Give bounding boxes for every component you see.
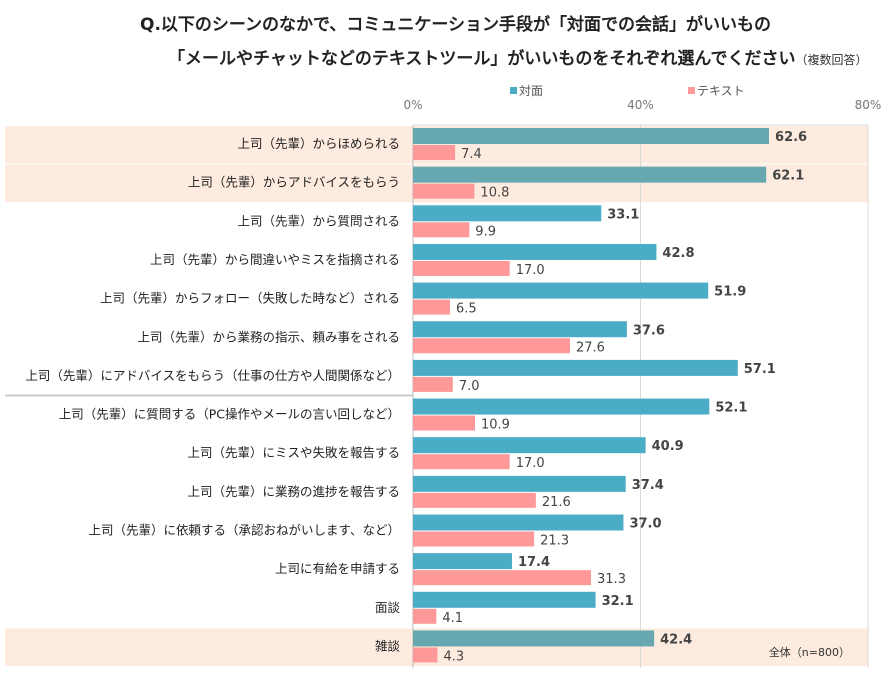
category-label: 上司（先輩）に業務の進捗を報告する xyxy=(187,484,400,499)
bar-text-tool xyxy=(413,222,470,238)
category-label: 上司（先輩）から質問される xyxy=(237,213,400,228)
bar-face-to-face xyxy=(413,166,767,183)
bar-text-tool xyxy=(413,415,475,431)
bar-face-to-face xyxy=(413,398,710,415)
data-label-text-tool: 4.1 xyxy=(442,611,463,626)
data-label-face-to-face: 32.1 xyxy=(602,594,634,609)
data-label-text-tool: 10.9 xyxy=(481,418,510,433)
data-label-face-to-face: 42.4 xyxy=(660,632,692,647)
data-label-face-to-face: 17.4 xyxy=(518,555,550,570)
legend-label: テキスト xyxy=(697,84,745,98)
bar-text-tool xyxy=(413,570,592,586)
data-label-text-tool: 21.6 xyxy=(542,495,571,510)
category-label: 上司（先輩）にアドバイスをもらう（仕事の仕方や人間関係など） xyxy=(25,368,400,383)
chart-title-line2: 「メールやチャットなどのテキストツール」がいいものをそれぞれ選んでください（複数… xyxy=(168,44,867,69)
category-label: 上司（先輩）からほめられる xyxy=(237,136,400,151)
data-label-text-tool: 31.3 xyxy=(597,572,626,587)
category-label: 上司（先輩）にミスや失敗を報告する xyxy=(187,445,400,460)
bar-face-to-face xyxy=(413,282,709,299)
category-label: 上司（先輩）からフォロー（失敗した時など）される xyxy=(100,291,400,306)
bar-face-to-face xyxy=(413,359,738,376)
legend-label: 対面 xyxy=(519,84,543,98)
data-label-text-tool: 6.5 xyxy=(456,302,477,317)
bar-face-to-face xyxy=(413,321,627,338)
category-label: 面談 xyxy=(375,600,401,615)
bar-face-to-face xyxy=(413,437,646,454)
category-label: 雑談 xyxy=(375,638,401,653)
bar-face-to-face xyxy=(413,514,624,531)
data-label-face-to-face: 37.6 xyxy=(633,323,665,338)
data-label-text-tool: 9.9 xyxy=(475,224,496,239)
data-label-face-to-face: 37.4 xyxy=(632,478,664,493)
data-label-face-to-face: 62.6 xyxy=(775,130,807,145)
legend-swatch xyxy=(688,87,695,94)
bar-face-to-face xyxy=(413,128,770,144)
bar-text-tool xyxy=(413,183,475,199)
category-label: 上司に有給を申請する xyxy=(275,561,400,576)
category-label: 上司（先輩）から業務の指示、頼み事をされる xyxy=(137,329,400,344)
data-label-text-tool: 21.3 xyxy=(540,534,569,549)
category-label: 上司（先輩）に依頼する（承認おねがいします、など） xyxy=(88,523,400,538)
bar-text-tool xyxy=(413,454,510,470)
data-label-face-to-face: 52.1 xyxy=(715,401,747,416)
data-label-face-to-face: 51.9 xyxy=(714,285,746,300)
title-note: （複数回答） xyxy=(795,53,868,67)
bar-text-tool xyxy=(413,145,456,160)
legend-swatch xyxy=(510,87,517,94)
category-label: 上司（先輩）に質問する（PC操作やメールの言い回しなど） xyxy=(59,407,400,422)
data-label-text-tool: 7.4 xyxy=(461,147,482,162)
bar-face-to-face xyxy=(413,630,655,647)
chart-title-line1: Q.以下のシーンのなかで、コミュニケーション手段が「対面での会話」がいいもの xyxy=(140,15,772,35)
bar-text-tool xyxy=(413,299,450,315)
data-label-text-tool: 17.0 xyxy=(516,263,545,278)
bar-text-tool xyxy=(413,531,535,547)
title-line2-text: 「メールやチャットなどのテキストツール」がいいものをそれぞれ選んでください xyxy=(168,49,796,69)
bar-face-to-face xyxy=(413,475,626,492)
bar-text-tool xyxy=(413,376,453,392)
bar-face-to-face xyxy=(413,591,596,608)
x-tick-label: 40% xyxy=(627,98,654,112)
data-label-text-tool: 10.8 xyxy=(480,186,509,201)
data-label-text-tool: 7.0 xyxy=(459,379,480,394)
sample-size-note: 全体（n=800） xyxy=(769,645,850,659)
category-label: 上司（先輩）からアドバイスをもらう xyxy=(188,175,400,190)
data-label-text-tool: 27.6 xyxy=(576,340,605,355)
bar-text-tool xyxy=(413,260,510,276)
data-label-text-tool: 4.3 xyxy=(443,649,464,664)
bar-face-to-face xyxy=(413,205,602,222)
data-label-text-tool: 17.0 xyxy=(516,456,545,471)
data-label-face-to-face: 37.0 xyxy=(629,517,661,532)
bar-text-tool xyxy=(413,647,438,663)
bar-text-tool xyxy=(413,608,437,624)
bar-text-tool xyxy=(413,492,536,508)
data-label-face-to-face: 42.8 xyxy=(662,246,694,261)
data-label-face-to-face: 62.1 xyxy=(772,169,804,184)
bar-face-to-face xyxy=(413,553,512,570)
category-label: 上司（先輩）から間違いやミスを指摘される xyxy=(150,252,400,267)
bar-text-tool xyxy=(413,338,570,354)
data-label-face-to-face: 40.9 xyxy=(652,439,684,454)
data-label-face-to-face: 57.1 xyxy=(744,362,776,377)
bar-face-to-face xyxy=(413,243,657,260)
x-tick-label: 80% xyxy=(855,98,882,112)
data-label-face-to-face: 33.1 xyxy=(607,207,639,222)
x-tick-label: 0% xyxy=(403,98,422,112)
